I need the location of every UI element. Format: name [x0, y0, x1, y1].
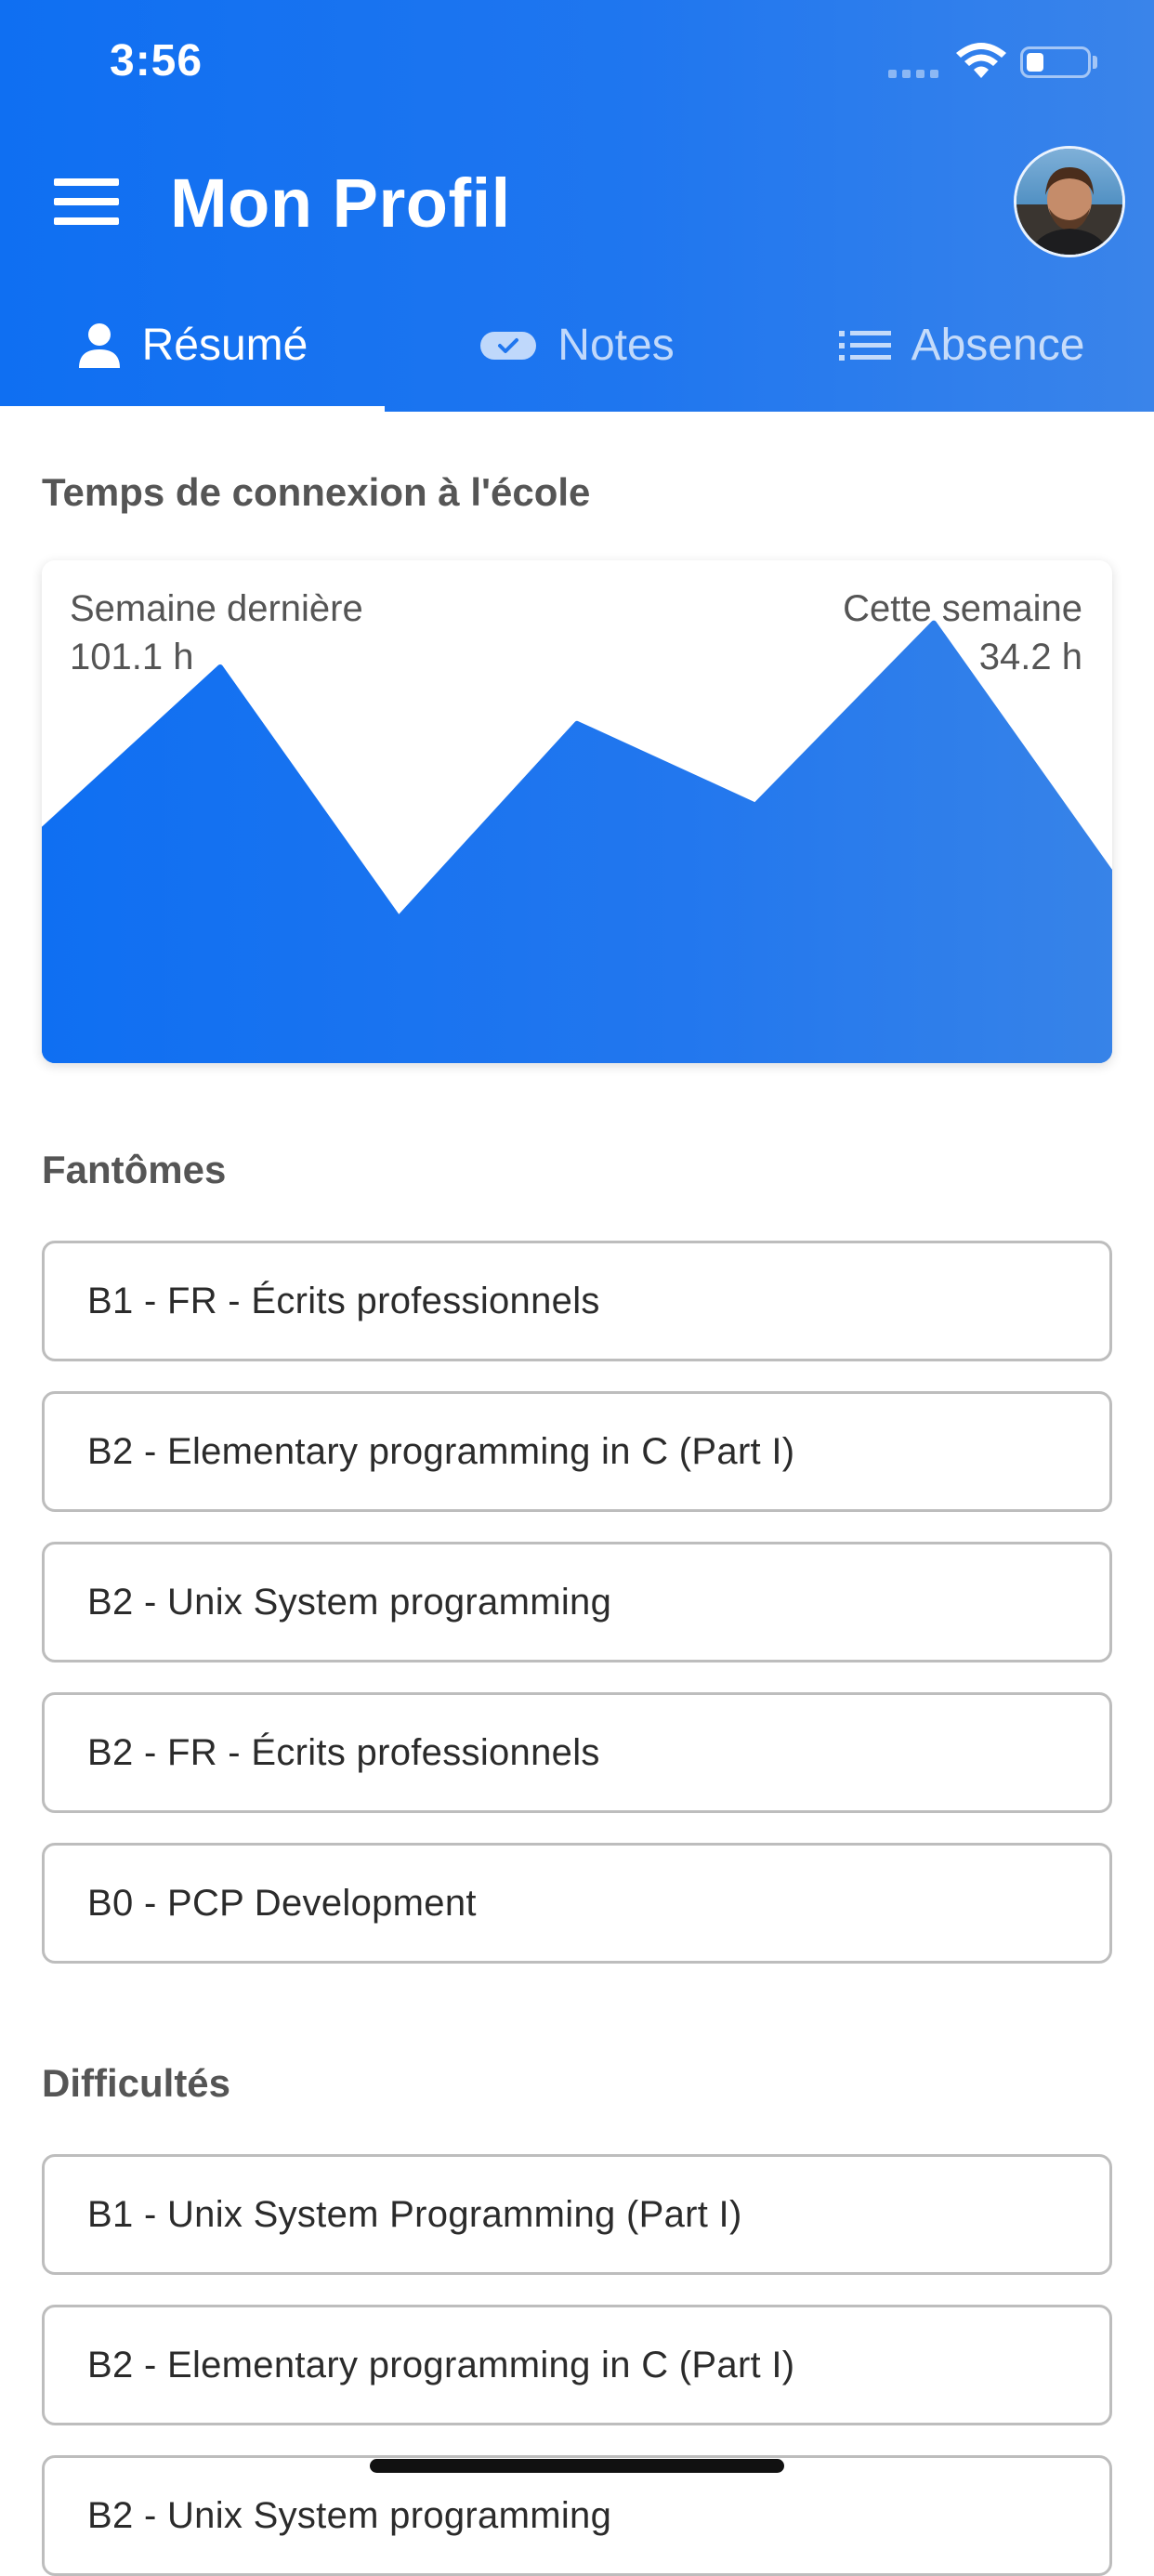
last-week-label: Semaine dernière — [70, 588, 363, 629]
connection-area-chart — [42, 620, 1112, 1063]
chart-area-series — [42, 620, 1112, 1063]
hamburger-menu-icon[interactable] — [54, 178, 119, 225]
difficulte-item[interactable]: B2 - Unix System programming — [42, 2455, 1112, 2576]
fantome-item[interactable]: B2 - FR - Écrits professionnels — [42, 1692, 1112, 1813]
wifi-icon — [956, 43, 1006, 78]
tab-notes[interactable]: Notes — [385, 279, 769, 412]
difficulte-item[interactable]: B2 - Elementary programming in C (Part I… — [42, 2305, 1112, 2425]
difficultes-section-title: Difficultés — [42, 2061, 231, 2105]
tab-label: Résumé — [141, 321, 308, 370]
fantome-item[interactable]: B2 - Unix System programming — [42, 1542, 1112, 1663]
tab-absence[interactable]: Absence — [769, 279, 1154, 412]
list-icon — [838, 330, 891, 361]
person-icon — [78, 322, 120, 368]
tab-bar: Résumé Notes Absence — [0, 279, 1154, 412]
difficulte-item[interactable]: B1 - Unix System Programming (Part I) — [42, 2154, 1112, 2275]
home-indicator — [370, 2459, 784, 2473]
tab-label: Notes — [557, 321, 675, 370]
cellular-signal-icon — [888, 70, 940, 79]
battery-icon — [1020, 46, 1091, 78]
status-time: 3:56 — [110, 36, 203, 85]
connection-section-title: Temps de connexion à l'école — [42, 470, 591, 514]
app-header: 3:56 Mon Profil — [0, 0, 1154, 412]
fantome-item[interactable]: B2 - Elementary programming in C (Part I… — [42, 1391, 1112, 1512]
fantome-item[interactable]: B1 - FR - Écrits professionnels — [42, 1241, 1112, 1361]
tab-resume[interactable]: Résumé — [0, 279, 385, 412]
tab-label: Absence — [911, 321, 1085, 370]
this-week-value: 34.2 h — [978, 637, 1082, 677]
ticket-check-icon — [480, 331, 537, 360]
last-week-value: 101.1 h — [70, 637, 194, 677]
active-tab-indicator — [0, 406, 385, 412]
fantome-item[interactable]: B0 - PCP Development — [42, 1843, 1112, 1964]
page-title: Mon Profil — [170, 164, 511, 242]
battery-cap — [1093, 56, 1097, 69]
this-week-label: Cette semaine — [843, 588, 1082, 629]
avatar[interactable] — [1014, 146, 1125, 257]
fantomes-section-title: Fantômes — [42, 1148, 227, 1191]
connection-chart-card: Semaine dernière 101.1 h Cette semaine 3… — [42, 560, 1112, 1063]
